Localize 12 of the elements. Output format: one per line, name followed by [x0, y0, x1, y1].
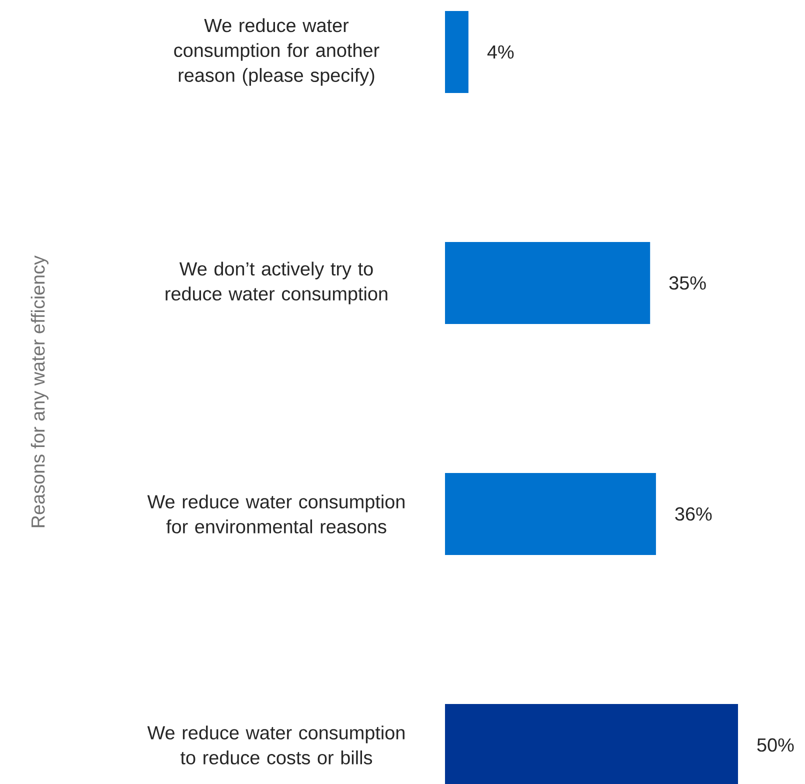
bar [445, 242, 650, 324]
y-tick-label: We reduce water consumption to reduce costs or bills [147, 726, 404, 764]
text: Reasons for any water efficiency [30, 255, 48, 528]
data-label: 36% [675, 507, 712, 521]
y-tick-label: We reduce water consumption for environmental reasons [147, 494, 404, 534]
data-label: 50% [757, 738, 794, 752]
data-label: 4% [487, 45, 514, 59]
y-tick-label: We don’t actively try to reduce water consumption [166, 262, 388, 304]
bar [445, 10, 468, 93]
y-tick-label: We reduce water consumption for another reason (please specify) [174, 18, 380, 86]
bar [445, 472, 656, 555]
data-label: 35% [669, 276, 706, 290]
